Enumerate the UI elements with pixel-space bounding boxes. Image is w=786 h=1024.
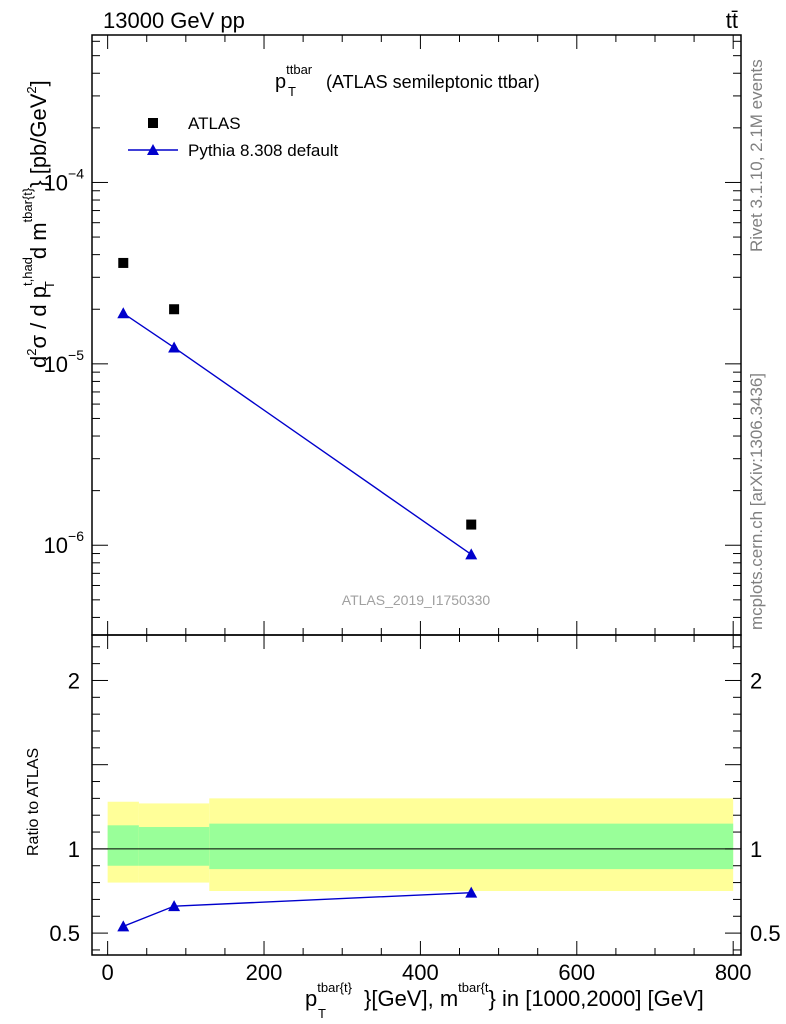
ratio-pythia-point [117,920,130,932]
axis-ticks [92,35,741,955]
ratio-y-tick-label: 0.5 [49,921,80,946]
pythia-point [117,307,130,319]
x-axis-label-mid: }[GeV], m [364,986,458,1011]
main-y-tick-label: 10−4 [44,165,85,195]
energy-label: 13000 GeV pp [103,8,245,33]
legend-atlas-label: ATLAS [188,114,241,133]
ratio-y-axis-label: Ratio to ATLAS [25,748,42,856]
pythia-point [465,548,478,560]
main-plot-marks [117,257,478,560]
ratio-y-tick-label-right: 0.5 [750,921,781,946]
x-tick-label: 800 [715,960,752,985]
legend-atlas-marker [148,118,158,128]
main-y-tick-label: 10−5 [44,347,85,377]
analysis-watermark: ATLAS_2019_I1750330 [342,592,491,608]
ratio-pythia-point [465,886,478,898]
atlas-data-point [169,304,180,315]
process-label: tt̄ [726,8,738,33]
x-tick-label: 400 [402,960,439,985]
tick-labels: 10−6 10−5 10−4 0 200 400 600 800 0.5 0.5 1 1 2 2 [44,165,781,985]
main-title-sup: ttbar [286,62,313,77]
ratio-pythia-point [168,900,181,912]
legend: ATLAS Pythia 8.308 default [128,114,339,160]
main-y-axis-label: d2σ / d pt,had Td mtbar{t}} [pb/GeV2] [20,80,57,368]
main-y-tick-label: 10−6 [44,528,85,558]
inner-band [138,827,210,866]
ratio-y-tick-label-right: 2 [750,668,762,693]
ratio-y-tick-label-right: 1 [750,837,762,862]
mcplots-label: mcplots.cern.ch [arXiv:1306.3436] [747,372,766,630]
x-tick-label: 600 [558,960,595,985]
ratio-plot-marks [117,886,478,932]
main-title-sub: T [288,84,296,99]
atlas-data-point [466,519,477,530]
x-axis-label-sub: T [318,1006,326,1021]
pythia-point [168,341,181,353]
legend-pythia-marker [147,144,159,155]
rivet-version-label: Rivet 3.1.10, 2.1M events [747,59,766,252]
main-title-base: p [275,71,286,93]
ratio-y-tick-label: 2 [68,668,80,693]
atlas-data-point [118,257,129,268]
x-tick-label: 0 [102,960,114,985]
x-axis-label-rest: } in [1000,2000] [GeV] [489,986,704,1011]
main-title-rest: (ATLAS semileptonic ttbar) [326,72,540,92]
ratio-plot-frame [91,634,742,956]
inner-band [209,823,734,870]
ratio-y-tick-label: 1 [68,837,80,862]
inner-band [107,825,139,866]
main-title: pttbar T (ATLAS semileptonic ttbar) [275,62,540,99]
x-axis-label: ptbar{t} T}[GeV], mtbar{t} in [1000,2000]… [305,980,704,1021]
uncertainty-bands [107,798,734,891]
legend-pythia-label: Pythia 8.308 default [188,141,339,160]
x-axis-label-sup2: tbar{t [458,980,489,995]
x-tick-label: 200 [246,960,283,985]
x-axis-label-sup: tbar{t} [317,980,352,995]
